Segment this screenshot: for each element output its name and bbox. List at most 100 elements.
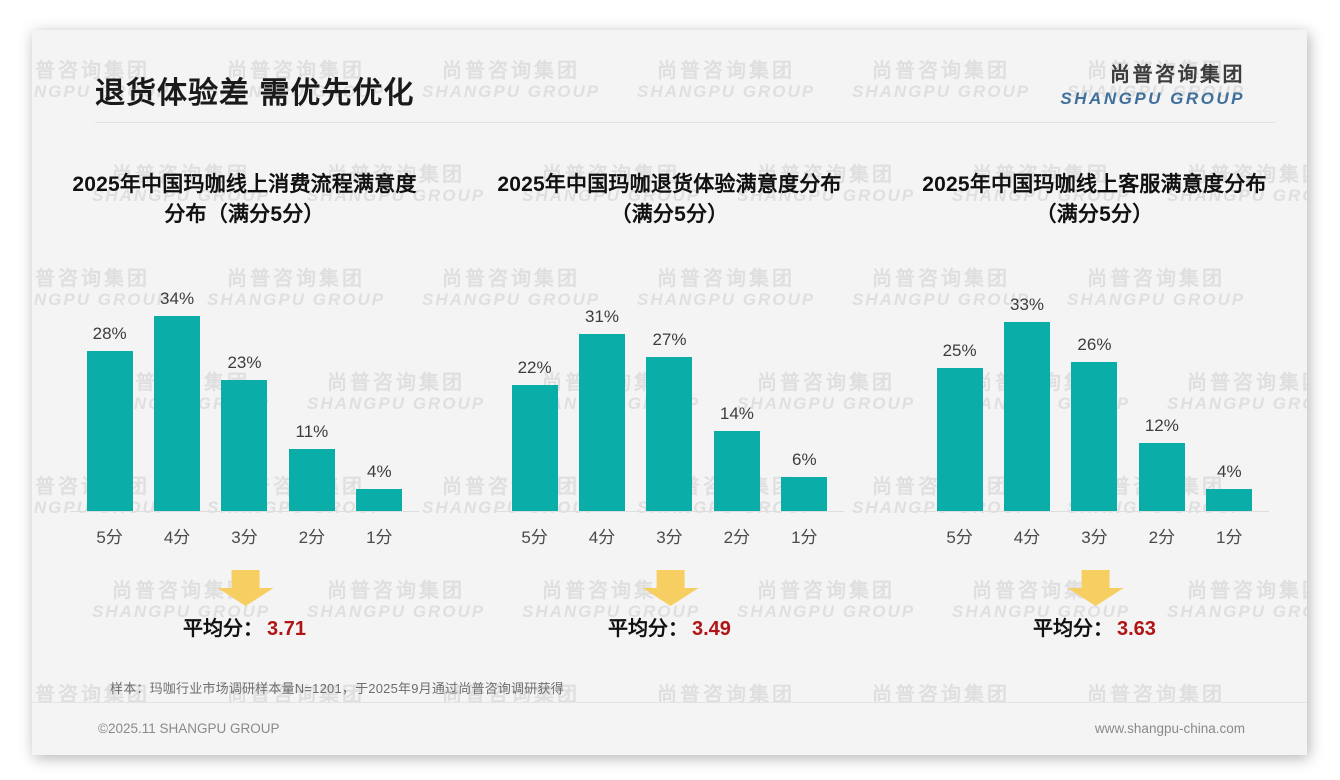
bar-item[interactable]: 12% (1130, 250, 1193, 512)
bar-value-label: 27% (652, 330, 687, 349)
bar[interactable] (154, 316, 201, 512)
charts-row: 2025年中国玛咖线上消费流程满意度分布（满分5分） 28% 34% 23% 11% 4%… (32, 170, 1307, 658)
average-score-label: 平均分： (183, 618, 264, 640)
chart-title: 2025年中国玛咖退货体验满意度分布（满分5分） (497, 173, 842, 226)
down-arrow-icon (643, 568, 703, 608)
x-axis-line (494, 511, 844, 512)
x-axis-tick-label: 2分 (298, 528, 326, 547)
average-score-value: 3.49 (692, 618, 731, 640)
bar-item[interactable]: 11% (280, 250, 343, 512)
x-axis-tick-label: 5分 (96, 528, 123, 547)
average-score-block: 平均分： 3.49 (469, 568, 870, 658)
bar-value-label: 4% (367, 462, 392, 481)
logo-chinese-text: 尚普咨询集团 (1110, 64, 1245, 86)
bar[interactable] (1138, 443, 1185, 512)
bar[interactable] (1071, 362, 1118, 512)
sample-footnote: 样本：玛咖行业市场调研样本量N=1201，于2025年9月通过尚普咨询调研获得 (110, 681, 564, 696)
chart-panel-1: 2025年中国玛咖线上消费流程满意度分布（满分5分） 28% 34% 23% 11% 4%… (32, 170, 457, 658)
bar-item[interactable]: 27% (638, 250, 701, 512)
bar[interactable] (86, 351, 133, 512)
slide-footer: ©2025.11 SHANGPU GROUP www.shangpu-china… (32, 703, 1307, 755)
x-axis-line (70, 511, 419, 512)
bar-item[interactable]: 4% (348, 250, 411, 512)
bar-item[interactable]: 6% (773, 250, 836, 512)
x-axis-tick-label: 5分 (521, 528, 548, 547)
x-axis-labels: 5分 4分 3分 2分 1分 (503, 523, 836, 548)
bar[interactable] (713, 431, 760, 512)
bar[interactable] (221, 380, 268, 512)
x-axis-tick-label: 4分 (588, 528, 616, 547)
x-axis-tick-label: 4分 (163, 528, 191, 547)
bar[interactable] (511, 385, 558, 512)
copyright-text: ©2025.11 SHANGPU GROUP (98, 721, 280, 736)
chart-title: 2025年中国玛咖线上消费流程满意度分布（满分5分） (72, 173, 417, 226)
bar-item[interactable]: 4% (1198, 250, 1261, 512)
down-arrow-icon (218, 568, 278, 608)
header-divider (95, 122, 1275, 123)
bar-item[interactable]: 34% (145, 250, 208, 512)
bar-value-label: 23% (227, 353, 262, 372)
bar-value-label: 6% (792, 450, 817, 469)
average-score-label: 平均分： (608, 618, 688, 640)
bar-item[interactable]: 22% (503, 250, 566, 512)
average-score-text: 平均分： 3.49 (608, 612, 731, 641)
bar[interactable] (646, 357, 693, 512)
average-score-value: 3.71 (267, 618, 306, 640)
website-link[interactable]: www.shangpu-china.com (1094, 721, 1245, 736)
bar[interactable] (356, 489, 403, 512)
x-axis-tick-label: 2分 (1148, 528, 1176, 547)
average-score-label: 平均分： (1032, 618, 1113, 640)
average-score-block: 平均分： 3.63 (894, 568, 1295, 658)
bar[interactable] (579, 334, 626, 512)
bar-item[interactable]: 23% (213, 250, 276, 512)
bar-item[interactable]: 28% (78, 250, 141, 512)
bar[interactable] (936, 368, 983, 512)
chart-panel-2: 2025年中国玛咖退货体验满意度分布（满分5分） 22% 31% 27% 14% 6% 5分… (457, 170, 882, 658)
bar-item[interactable]: 14% (705, 250, 768, 512)
bar[interactable] (1206, 489, 1253, 512)
bar-chart-plot: 28% 34% 23% 11% 4% 5分 4分 3分 2分 1分 (44, 250, 445, 550)
x-axis-tick-label: 3分 (1081, 528, 1108, 547)
x-axis-line (919, 511, 1269, 512)
bar-group: 28% 34% 23% 11% 4% (78, 250, 411, 512)
x-axis-tick-label: 5分 (946, 528, 973, 547)
bar-group: 22% 31% 27% 14% 6% (503, 250, 836, 512)
footer-divider (32, 702, 1307, 703)
bar-value-label: 22% (517, 358, 552, 377)
bar-value-label: 4% (1217, 462, 1242, 481)
bar-item[interactable]: 26% (1063, 250, 1126, 512)
bar[interactable] (781, 477, 828, 512)
x-axis-labels: 5分 4分 3分 2分 1分 (78, 523, 411, 548)
slide-header: 退货体验差 需优先优化 尚普咨询集团 SHANGPU GROUP (32, 30, 1307, 122)
bar-value-label: 14% (719, 404, 754, 423)
bar-group: 25% 33% 26% 12% 4% (928, 250, 1261, 512)
bar-value-label: 11% (295, 422, 329, 441)
bar-value-label: 26% (1077, 335, 1112, 354)
bar-value-label: 12% (1144, 416, 1179, 435)
average-score-value: 3.63 (1116, 618, 1156, 640)
x-axis-tick-label: 3分 (656, 528, 683, 547)
page-title: 退货体验差 需优先优化 (95, 77, 415, 110)
x-axis-tick-label: 1分 (366, 528, 393, 547)
bar-value-label: 31% (585, 307, 620, 326)
bar-chart-plot: 22% 31% 27% 14% 6% 5分 4分 3分 2分 1分 (469, 250, 870, 550)
bar[interactable] (1004, 322, 1051, 512)
company-logo: 尚普咨询集团 SHANGPU GROUP (1060, 58, 1245, 109)
bar-value-label: 25% (942, 341, 977, 360)
bar-value-label: 34% (160, 289, 195, 308)
bar-item[interactable]: 25% (928, 250, 991, 512)
bar-item[interactable]: 31% (570, 250, 633, 512)
x-axis-tick-label: 1分 (1216, 528, 1243, 547)
x-axis-labels: 5分 4分 3分 2分 1分 (928, 523, 1261, 548)
bar[interactable] (288, 449, 335, 512)
x-axis-tick-label: 3分 (231, 528, 258, 547)
x-axis-tick-label: 4分 (1013, 528, 1041, 547)
average-score-block: 平均分： 3.71 (44, 568, 445, 658)
chart-title: 2025年中国玛咖线上客服满意度分布（满分5分） (922, 173, 1267, 226)
bar-value-label: 28% (92, 324, 127, 343)
x-axis-tick-label: 2分 (723, 528, 751, 547)
bar-item[interactable]: 33% (995, 250, 1058, 512)
logo-english-text: SHANGPU GROUP (1060, 89, 1245, 108)
average-score-text: 平均分： 3.71 (183, 612, 306, 641)
